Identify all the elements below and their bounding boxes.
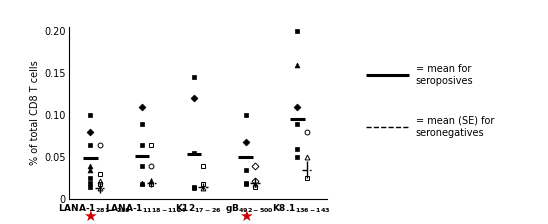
Text: ★: ★ xyxy=(239,209,253,224)
Text: = mean for
seroposives: = mean for seroposives xyxy=(415,64,473,86)
Y-axis label: % of total CD8 T cells: % of total CD8 T cells xyxy=(30,61,40,166)
Text: = mean (SE) for
seronegatives: = mean (SE) for seronegatives xyxy=(415,116,494,138)
Text: ★: ★ xyxy=(83,209,97,224)
